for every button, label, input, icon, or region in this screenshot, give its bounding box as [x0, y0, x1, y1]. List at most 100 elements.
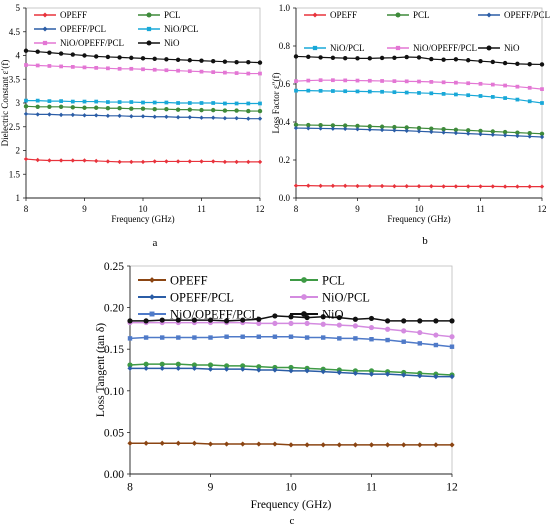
data-point: [293, 122, 299, 128]
data-point: [35, 98, 40, 103]
legend-swatch-marker: [146, 12, 152, 18]
data-point: [47, 99, 52, 103]
data-point: [417, 318, 423, 324]
data-point: [367, 89, 372, 94]
data-point: [490, 129, 495, 134]
data-point: [199, 115, 204, 120]
data-point: [367, 56, 372, 61]
data-point: [355, 123, 360, 129]
legend-swatch-marker: [149, 277, 155, 283]
data-point: [385, 337, 390, 343]
data-point: [385, 442, 391, 448]
data-point: [191, 362, 197, 368]
data-point: [175, 107, 181, 112]
data-point: [129, 100, 134, 104]
legend-item: NiO/PCL: [138, 24, 199, 34]
chart-dielectric-constant: 1 1.5 2 2.5 3 3.5 4 4.5 5 8 9 10 11 12 Frequency (GHz)…: [0, 3, 265, 224]
data-point: [417, 79, 421, 84]
data-point: [304, 368, 310, 374]
data-point: [176, 101, 180, 105]
y-tick-label: 1.0: [279, 3, 291, 13]
data-point: [187, 101, 192, 105]
data-point: [404, 54, 409, 60]
data-point: [515, 130, 520, 135]
legend-item: NiO: [290, 307, 344, 321]
y-tick-label: 0.4: [279, 117, 291, 127]
data-point: [306, 122, 311, 128]
data-point: [385, 326, 391, 332]
data-point: [211, 70, 216, 74]
data-point: [129, 159, 134, 165]
data-point: [343, 123, 348, 128]
legend-swatch-marker: [42, 40, 48, 46]
data-point: [164, 68, 169, 73]
legend-swatch-marker: [301, 294, 307, 300]
data-point: [272, 320, 278, 327]
data-point: [294, 88, 298, 93]
data-point: [368, 442, 375, 448]
legend-label: PCL: [322, 273, 345, 287]
x-tick-label: 12: [446, 482, 458, 494]
data-point: [199, 69, 204, 74]
data-point: [143, 365, 149, 371]
data-point: [355, 78, 360, 83]
data-point: [466, 93, 471, 98]
data-point: [258, 71, 262, 76]
data-point: [318, 123, 323, 128]
y-tick-label: 0.05: [104, 427, 124, 439]
data-point: [416, 55, 422, 60]
legend-item: PCL: [387, 10, 430, 20]
data-point: [207, 317, 214, 323]
data-point: [94, 54, 99, 59]
legend-label: NiO/PCL: [164, 24, 199, 34]
y-tick-label: 3.5: [9, 74, 21, 84]
data-point: [352, 370, 358, 376]
x-tick-label: 12: [538, 204, 547, 214]
data-point: [490, 95, 495, 99]
series-nio-pcl: [294, 88, 544, 105]
data-point: [336, 322, 342, 328]
data-point: [224, 441, 230, 447]
legend-item: OPEFF/PCL: [138, 290, 234, 304]
data-point: [175, 115, 181, 120]
data-point: [368, 368, 375, 374]
data-point: [143, 335, 149, 340]
data-point: [70, 99, 75, 104]
data-point: [433, 342, 439, 348]
y-tick-label: 0.8: [279, 41, 291, 51]
data-point: [336, 369, 342, 376]
data-point: [288, 442, 294, 448]
data-point: [416, 125, 422, 131]
data-point: [187, 159, 192, 164]
data-point: [152, 56, 157, 62]
data-point: [352, 316, 358, 322]
data-point: [293, 183, 299, 188]
data-point: [191, 440, 197, 446]
data-point: [211, 59, 216, 64]
data-point: [256, 320, 262, 327]
data-point: [141, 67, 145, 72]
data-point: [429, 129, 434, 135]
data-point: [240, 363, 246, 369]
data-point: [140, 159, 146, 165]
data-point: [433, 318, 439, 324]
data-point: [331, 89, 335, 93]
legend-item: OPEFF/PCL: [478, 10, 550, 20]
data-point: [304, 314, 310, 321]
data-point: [343, 89, 348, 94]
legend: OPEFF PCL OPEFF/PCL NiO/PCL NiO/OPEFF/PCL NiO: [304, 10, 550, 53]
y-tick-label: 1.5: [9, 169, 21, 179]
data-point: [272, 313, 278, 319]
data-point: [490, 184, 495, 189]
data-point: [211, 107, 216, 113]
series-opeff: [127, 440, 455, 448]
data-point: [117, 113, 122, 119]
x-tick-label: 8: [127, 482, 133, 494]
data-point: [441, 127, 446, 132]
data-point: [211, 159, 216, 164]
legend: OPEFF PCL OPEFF/PCL NiO/PCL NiO/OPEFF/PCL NiO: [138, 273, 370, 321]
data-point: [527, 62, 532, 67]
legend-label: NiO: [504, 43, 520, 53]
legend-label: OPEFF: [60, 10, 87, 20]
